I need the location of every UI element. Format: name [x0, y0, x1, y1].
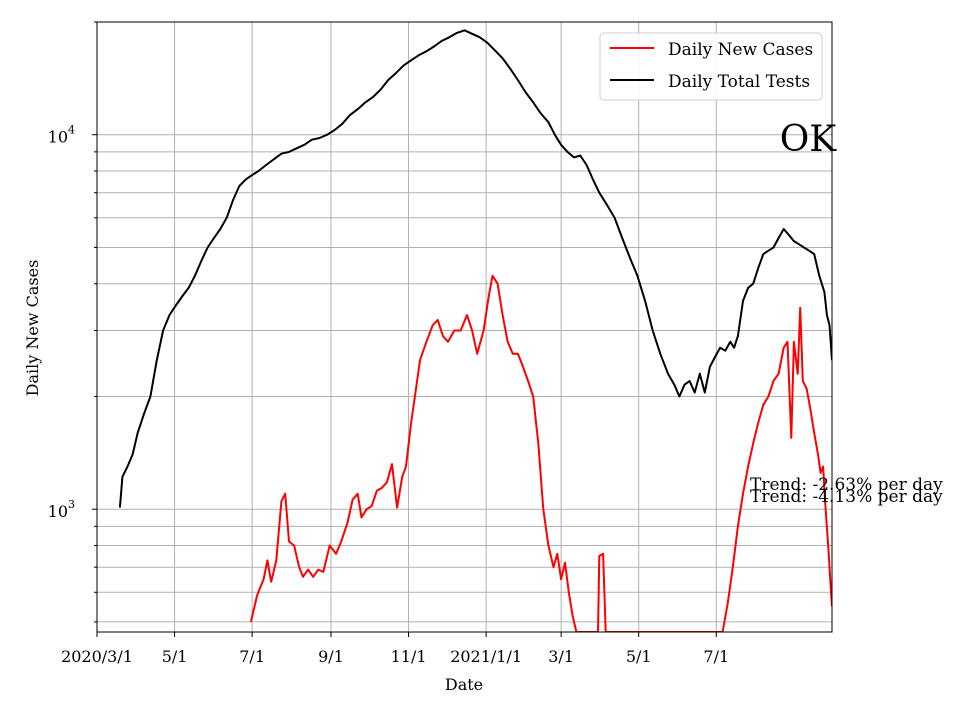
trend-annotation-1: Trend: -2.63% per day	[750, 475, 943, 495]
series-lines	[118, 29, 832, 632]
legend-box	[599, 32, 823, 101]
grid-lines	[96, 21, 832, 632]
trend-annotation-2: Trend: -4.13% per day	[750, 487, 943, 507]
plot-frame	[96, 21, 833, 633]
x-tick-label: 2020/3/1	[61, 647, 133, 666]
x-tick-label: 5/1	[626, 647, 652, 666]
y-tick-label: 103	[48, 498, 75, 521]
x-tick-label: 7/1	[703, 647, 729, 666]
x-tick-label: 9/1	[318, 647, 344, 666]
x-tick-label: 7/1	[239, 647, 265, 666]
y-tick-exponent: 3	[68, 498, 75, 511]
axis-ticks: 2020/3/1 5/1 7/1 9/1 11/1 2021/1/1 3/1 5/1 7/1 10…	[48, 21, 729, 666]
legend: Daily New Cases Daily Total Tests	[599, 32, 823, 101]
x-axis-label: Date	[445, 675, 483, 694]
series-line-daily-new-cases	[249, 274, 832, 632]
x-tick-label: 5/1	[162, 647, 188, 666]
legend-label-daily-new-cases: Daily New Cases	[668, 40, 813, 60]
x-tick-label: 2021/1/1	[450, 647, 522, 666]
series-line-daily-total-tests	[118, 29, 832, 508]
x-tick-label: 3/1	[548, 647, 574, 666]
x-tick-label: 11/1	[391, 647, 427, 666]
status-ok-label: OK	[780, 119, 838, 160]
legend-label-daily-total-tests: Daily Total Tests	[668, 72, 810, 92]
y-tick-base: 10	[48, 502, 68, 521]
y-axis-label: Daily New Cases	[23, 260, 42, 397]
y-tick-exponent: 4	[68, 124, 75, 137]
y-tick-label: 104	[48, 124, 75, 147]
y-tick-base: 10	[48, 128, 68, 147]
